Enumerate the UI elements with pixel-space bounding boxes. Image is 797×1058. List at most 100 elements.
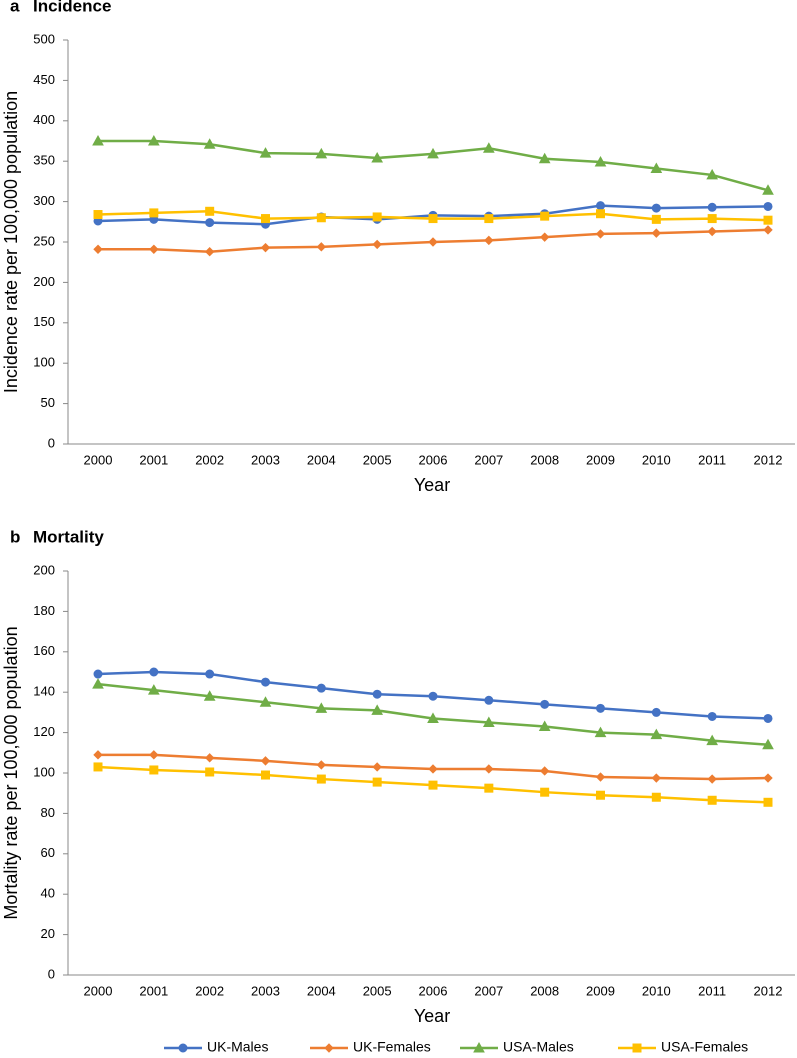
data-point [763,201,773,211]
data-point [540,211,550,221]
x-axis-title: Year [414,1006,450,1026]
data-point [763,713,773,723]
data-point [595,229,606,239]
data-point [372,212,382,222]
y-tick-label: 180 [33,603,55,618]
data-point [428,780,438,790]
data-point [596,703,605,713]
data-point [707,202,717,212]
data-point [147,684,160,695]
data-point [763,215,773,225]
legend-label: UK-Males [207,1039,268,1055]
data-point [260,756,271,766]
data-point [539,766,550,776]
data-point [205,767,215,777]
x-tick-label: 2008 [530,983,559,998]
y-tick-label: 400 [33,112,55,127]
y-axis-title: Mortality rate per 100,000 population [1,626,21,919]
legend-marker [178,1043,188,1053]
data-point [596,201,605,211]
x-tick-label: 2007 [474,983,503,998]
data-point [93,762,103,772]
data-point [259,147,272,158]
data-point [92,678,104,689]
data-point [149,765,159,775]
data-point [482,716,495,727]
y-tick-label: 200 [33,274,55,289]
data-point [371,151,384,163]
data-point [650,728,663,740]
x-tick-label: 2000 [84,452,113,467]
x-tick-label: 2000 [84,983,113,998]
y-tick-label: 100 [33,764,55,779]
y-tick-label: 60 [41,845,55,860]
x-tick-label: 2003 [251,452,280,467]
data-point [428,691,438,701]
data-point [484,214,494,224]
x-tick-label: 2006 [419,983,448,998]
chart-title: Incidence [33,0,111,15]
data-point [149,667,159,677]
data-point [763,225,773,235]
data-point [205,669,215,679]
data-point [482,142,495,153]
data-point [93,669,103,679]
data-point [204,246,215,257]
data-point [260,242,271,253]
x-tick-label: 2001 [139,452,168,467]
data-point [427,712,439,723]
y-tick-label: 120 [33,724,55,739]
data-point [484,235,494,246]
data-point [316,774,326,784]
y-axis-title: Incidence rate per 100,000 population [1,91,21,393]
panel-label: a [10,0,20,15]
data-point [762,738,774,750]
data-point [372,777,382,787]
data-point [595,772,606,782]
y-tick-label: 140 [33,684,55,699]
data-point [596,790,605,800]
y-tick-label: 150 [33,314,55,329]
data-point [427,147,439,159]
data-point [651,792,661,802]
y-tick-label: 100 [33,355,55,370]
data-point [763,773,773,783]
y-tick-label: 350 [33,153,55,168]
chart-title: Mortality [33,527,104,546]
x-tick-label: 2004 [307,452,336,467]
x-tick-label: 2010 [642,983,671,998]
data-point [763,797,773,807]
data-point [316,683,326,693]
data-point [428,764,438,774]
data-point [428,214,438,224]
data-point [93,210,103,220]
x-tick-label: 2005 [363,983,392,998]
data-point [762,184,774,195]
x-tick-label: 2011 [698,983,726,998]
legend-marker [324,1043,334,1053]
data-point [149,750,159,760]
data-point [93,750,103,760]
data-point [316,242,327,252]
data-point [651,228,662,238]
data-point [372,762,382,772]
data-point [259,696,272,707]
x-tick-label: 2003 [251,983,280,998]
x-tick-label: 2012 [754,983,783,998]
data-point [316,760,327,770]
data-point [539,232,550,242]
x-tick-label: 2010 [642,452,671,467]
data-point [261,677,270,687]
data-point [651,214,661,224]
data-point [92,134,104,146]
data-point [594,726,607,738]
x-tick-label: 2002 [195,983,224,998]
data-point [261,770,270,780]
x-tick-label: 2008 [530,452,559,467]
legend-label: USA-Males [503,1039,574,1055]
data-point [149,244,159,254]
x-tick-label: 2002 [195,452,224,467]
y-tick-label: 200 [33,562,55,577]
y-tick-label: 300 [33,193,55,208]
y-tick-label: 40 [41,886,55,901]
